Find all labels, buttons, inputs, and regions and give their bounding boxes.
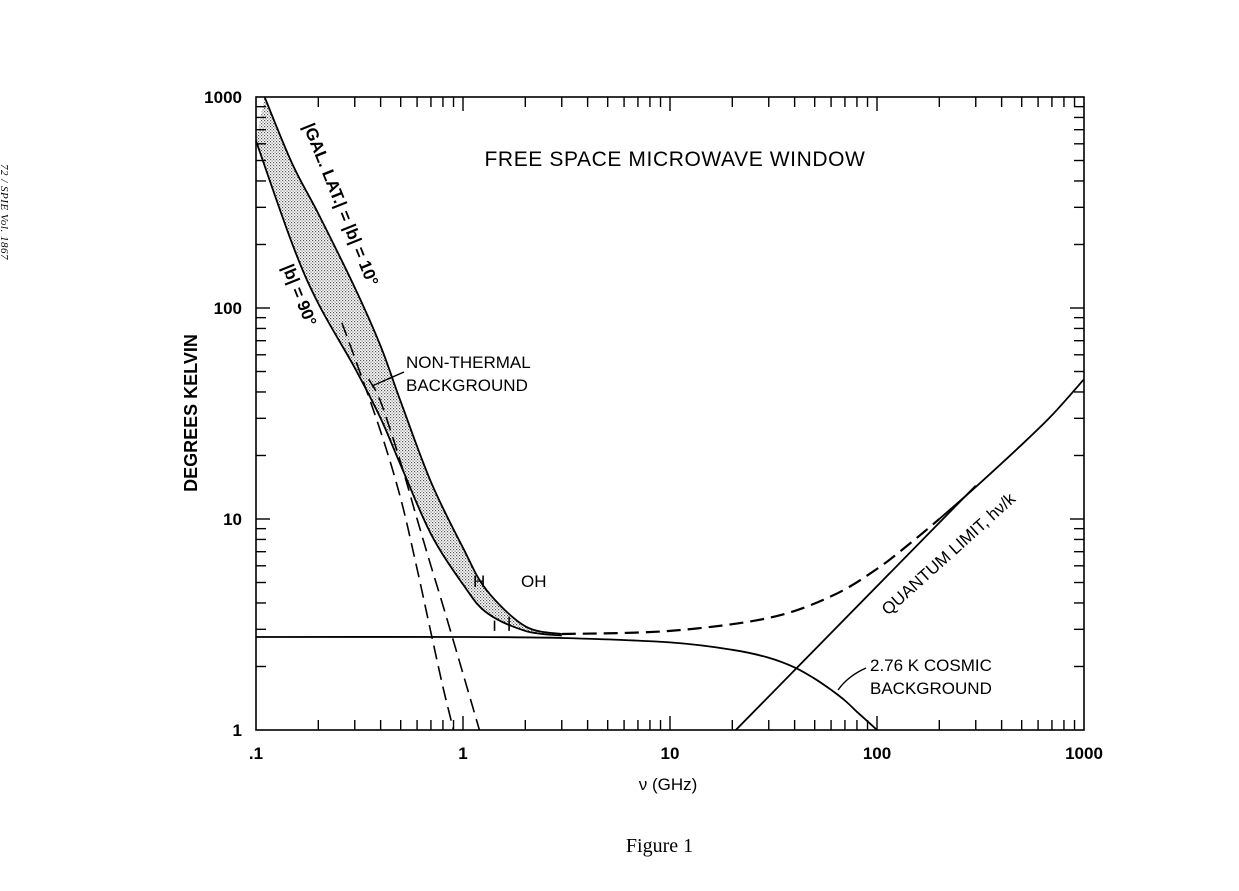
y-tick-label: 10 <box>223 510 242 529</box>
y-tick-label: 100 <box>214 299 242 318</box>
curve-total-dashed <box>561 518 941 636</box>
annotation-non-thermal: NON-THERMAL <box>406 353 531 372</box>
label-quantum-limit: QUANTUM LIMIT, hν/k <box>878 489 1020 619</box>
label-cosmic-line1: 2.76 K COSMIC <box>870 656 992 675</box>
cosmic-pointer <box>837 667 867 691</box>
curve-quantum-limit <box>735 484 977 731</box>
x-axis-label: ν (GHz) <box>639 775 698 794</box>
x-tick-label: 1 <box>458 744 467 763</box>
curve-gal-lat-10 <box>263 96 562 635</box>
annotation-oh: OH <box>521 572 547 591</box>
annotation-background: BACKGROUND <box>406 376 528 395</box>
x-tick-label: 10 <box>661 744 680 763</box>
chart-title: FREE SPACE MICROWAVE WINDOW <box>485 148 866 171</box>
figure-caption: Figure 1 <box>625 835 694 857</box>
non-thermal-pointer <box>371 371 405 387</box>
curve-dashed-b <box>367 378 481 731</box>
y-axis-label: DEGREES KELVIN <box>181 334 201 492</box>
y-tick-label: 1000 <box>204 88 242 107</box>
curve-b-90 <box>255 140 562 637</box>
y-tick-label: 1 <box>233 721 242 740</box>
label-cosmic-line2: BACKGROUND <box>870 679 992 698</box>
x-tick-label: 100 <box>863 744 891 763</box>
curve-dashed-a <box>341 322 455 731</box>
annotation-h: H <box>473 572 485 591</box>
x-tick-label: .1 <box>249 744 263 763</box>
x-tick-label: 1000 <box>1065 744 1103 763</box>
curve-cosmic-background <box>255 636 878 731</box>
